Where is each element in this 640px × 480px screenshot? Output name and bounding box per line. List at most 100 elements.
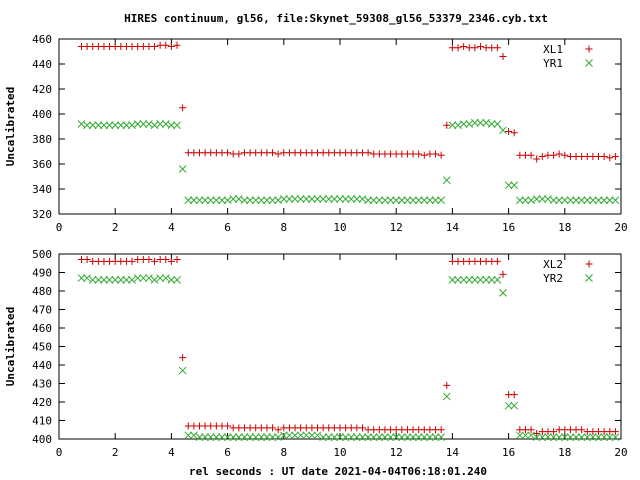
data-point [448, 121, 457, 130]
data-point [381, 196, 389, 205]
data-point [499, 53, 507, 60]
data-point [94, 121, 103, 130]
data-point [499, 270, 507, 278]
data-point [364, 196, 372, 205]
data-point [555, 433, 564, 442]
data-point [133, 120, 142, 128]
data-point [527, 151, 535, 159]
data-point [369, 196, 378, 205]
data-point [83, 274, 91, 282]
data-point [442, 392, 451, 401]
x-tick-label: 18 [558, 221, 571, 234]
data-point [364, 433, 372, 442]
data-point [116, 276, 125, 284]
data-point [611, 153, 619, 160]
data-point [150, 276, 159, 284]
data-point [122, 121, 131, 130]
data-point [263, 196, 271, 205]
data-point [600, 196, 608, 205]
data-point [521, 196, 530, 205]
data-point [269, 149, 277, 157]
data-point [555, 150, 563, 158]
data-point [415, 150, 423, 158]
data-point [414, 196, 423, 205]
data-point [179, 104, 187, 112]
data-point [532, 433, 541, 442]
data-point [471, 276, 479, 284]
data-point [190, 196, 198, 205]
data-point [302, 431, 311, 440]
data-point [291, 431, 299, 440]
x-tick-label: 20 [614, 446, 627, 459]
data-point [476, 276, 485, 284]
data-point [505, 128, 513, 135]
data-point [403, 196, 412, 205]
legend-marker [585, 260, 593, 268]
data-point [403, 433, 412, 442]
data-point [128, 257, 136, 265]
data-point [94, 276, 103, 284]
data-point [235, 150, 243, 158]
data-point [218, 433, 226, 442]
data-point [111, 121, 120, 130]
data-point [375, 433, 384, 442]
data-point [330, 195, 339, 203]
data-point [251, 196, 260, 205]
data-point [319, 433, 327, 442]
data-point [420, 196, 429, 205]
data-point [437, 433, 446, 442]
data-point [358, 424, 366, 432]
data-point [274, 433, 283, 442]
data-point [263, 433, 271, 442]
data-point [392, 433, 401, 442]
data-point [145, 256, 153, 264]
legend-marker [585, 274, 593, 282]
data-point [560, 433, 569, 442]
data-point [600, 433, 608, 442]
data-point [156, 120, 165, 128]
data-point [443, 381, 451, 389]
data-point [544, 433, 552, 442]
x-tick-label: 20 [614, 221, 627, 234]
data-point [459, 120, 468, 128]
data-point [308, 431, 316, 440]
data-point [549, 433, 558, 442]
y-tick-label: 380 [32, 133, 52, 146]
data-point [504, 401, 513, 410]
data-point [420, 151, 428, 159]
data-point [173, 121, 181, 130]
x-tick-label: 12 [390, 221, 403, 234]
data-point [218, 196, 226, 205]
data-point [504, 181, 513, 190]
legend-label: YR1 [543, 57, 563, 70]
data-point [257, 433, 266, 442]
data-point [426, 433, 434, 442]
data-point [566, 196, 575, 205]
legend-label: XL1 [543, 43, 563, 56]
data-point [555, 196, 564, 205]
data-point [212, 433, 221, 442]
data-point [577, 433, 586, 442]
legend-label: YR2 [543, 272, 563, 285]
x-tick-label: 6 [224, 446, 231, 459]
x-tick-label: 12 [390, 446, 403, 459]
data-point [353, 433, 361, 442]
data-point [184, 431, 193, 440]
series-yr1 [77, 118, 620, 205]
data-point [151, 257, 159, 265]
x-tick-label: 16 [502, 446, 515, 459]
chart-title: HIRES continuum, gl56, file:Skynet_59308… [124, 12, 548, 25]
data-point [577, 196, 586, 205]
data-point [510, 129, 518, 137]
y-tick-label: 320 [32, 208, 52, 221]
data-point [234, 433, 243, 442]
data-point [302, 195, 311, 203]
y-tick-label: 450 [32, 341, 52, 354]
data-point [246, 433, 254, 442]
data-point [605, 196, 614, 205]
data-point [454, 44, 462, 52]
data-point [538, 153, 546, 160]
data-point [133, 274, 142, 282]
data-point [240, 196, 249, 205]
